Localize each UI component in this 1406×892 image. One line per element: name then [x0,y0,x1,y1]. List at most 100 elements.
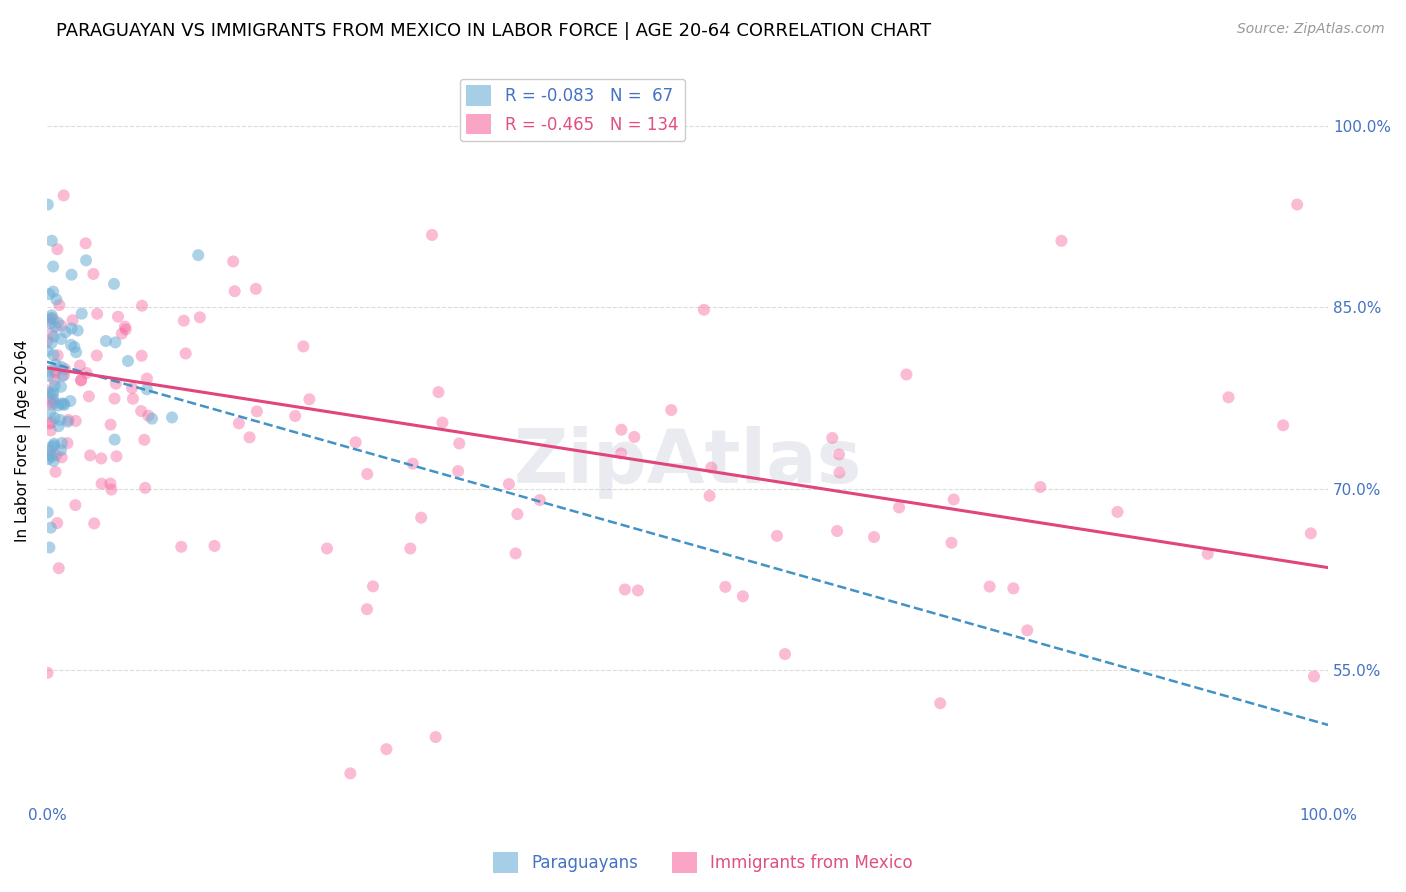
Point [42,311,65,326]
Point [399,541,422,556]
Point [37,452,59,467]
Point [37,197,59,211]
Point [94,334,117,348]
Point [100,476,122,491]
Point [1272,418,1295,433]
Point [1197,547,1219,561]
Point [766,529,789,543]
Point [39,310,62,325]
Point [135,382,157,396]
Point [103,277,125,291]
Point [1286,197,1309,211]
Point [51,359,73,374]
Point [104,433,127,447]
Point [174,346,197,360]
Point [613,582,636,597]
Point [42,329,65,343]
Point [114,319,136,334]
Point [129,404,152,418]
Point [731,590,754,604]
Point [42,454,65,468]
Point [63,340,86,354]
Point [224,284,246,298]
Point [121,381,143,395]
Point [627,583,650,598]
Point [86,349,108,363]
Point [39,394,62,409]
Point [356,467,378,481]
Point [41,309,63,323]
Point [38,541,60,555]
Point [100,483,122,497]
Point [506,507,529,521]
Point [60,338,83,352]
Point [1218,390,1240,404]
Point [49,318,72,333]
Point [37,344,59,359]
Point [134,481,156,495]
Point [58,413,80,427]
Point [45,448,67,462]
Point [160,410,183,425]
Point [356,602,378,616]
Point [48,561,70,575]
Point [228,417,250,431]
Point [39,448,62,462]
Point [1303,669,1326,683]
Point [76,366,98,380]
Text: Source: ZipAtlas.com: Source: ZipAtlas.com [1237,22,1385,37]
Point [828,466,851,480]
Point [887,500,910,515]
Point [245,282,267,296]
Point [46,399,69,413]
Point [173,314,195,328]
Point [449,436,471,450]
Point [292,339,315,353]
Point [44,366,66,380]
Point [45,465,67,479]
Point [62,313,84,327]
Point [344,435,367,450]
Point [46,242,69,256]
Point [56,436,79,450]
Point [82,267,104,281]
Point [44,378,66,392]
Point [79,449,101,463]
Point [825,524,848,538]
Point [37,364,59,378]
Legend: Paraguayans, Immigrants from Mexico: Paraguayans, Immigrants from Mexico [486,846,920,880]
Point [188,310,211,325]
Point [39,316,62,330]
Point [49,380,72,394]
Point [700,460,723,475]
Point [37,368,59,383]
Point [1029,480,1052,494]
Point [896,368,918,382]
Point [427,385,450,400]
Point [44,319,66,334]
Point [42,388,65,402]
Text: PARAGUAYAN VS IMMIGRANTS FROM MEXICO IN LABOR FORCE | AGE 20-64 CORRELATION CHAR: PARAGUAYAN VS IMMIGRANTS FROM MEXICO IN … [56,22,931,40]
Point [529,493,551,508]
Point [90,451,112,466]
Point [90,476,112,491]
Point [316,541,339,556]
Point [100,417,122,432]
Point [693,302,716,317]
Point [828,447,851,461]
Point [39,521,62,535]
Point [49,443,72,458]
Point [53,398,76,412]
Point [284,409,307,423]
Point [56,415,79,429]
Point [42,348,65,362]
Point [1050,234,1073,248]
Point [51,332,73,346]
Point [138,409,160,423]
Point [60,321,83,335]
Point [37,334,59,348]
Point [51,436,73,450]
Point [104,376,127,391]
Point [361,579,384,593]
Point [49,413,72,427]
